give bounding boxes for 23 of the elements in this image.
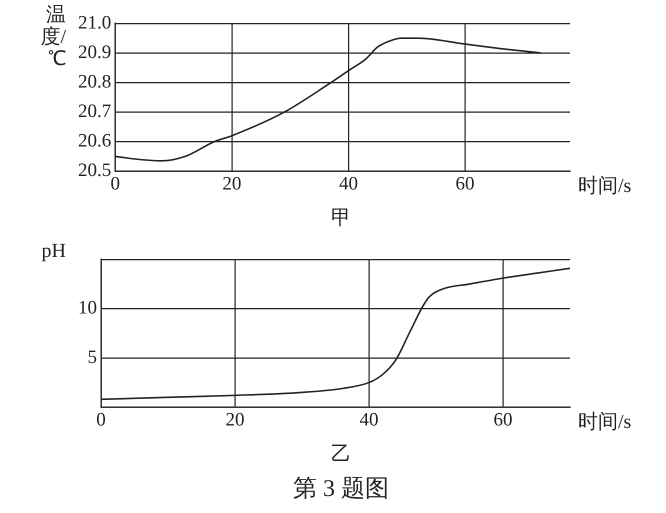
x-tick-label: 60 [494, 410, 512, 431]
x-tick-label: 0 [96, 410, 106, 431]
y-tick-label: 20.8 [78, 72, 112, 93]
y-axis-title: 温度/℃ [39, 4, 66, 70]
x-axis-title: 时间/s [578, 174, 632, 199]
y-tick-label: 20.5 [78, 160, 112, 182]
text: 乙 [330, 442, 352, 467]
y-tick-label: 21.0 [78, 12, 112, 34]
text: 第 3 题图 [292, 475, 390, 504]
x-tick-label: 40 [360, 410, 378, 431]
y-tick-label: 20.9 [78, 42, 112, 63]
x-tick-label: 60 [456, 174, 475, 195]
x-tick-label: 20 [226, 410, 244, 431]
x-tick-label: 40 [338, 174, 358, 195]
y-axis-title: pH [40, 240, 66, 262]
y-tick-label: 10 [78, 298, 97, 319]
y-tick-label: 20.6 [78, 130, 112, 152]
x-axis-title: 时间/s [578, 410, 632, 435]
text: 甲 [330, 206, 352, 231]
x-tick-label: 0 [110, 174, 120, 195]
x-tick-label: 20 [222, 174, 242, 195]
y-tick-label: 5 [88, 346, 97, 368]
y-tick-label: 20.7 [78, 101, 112, 122]
